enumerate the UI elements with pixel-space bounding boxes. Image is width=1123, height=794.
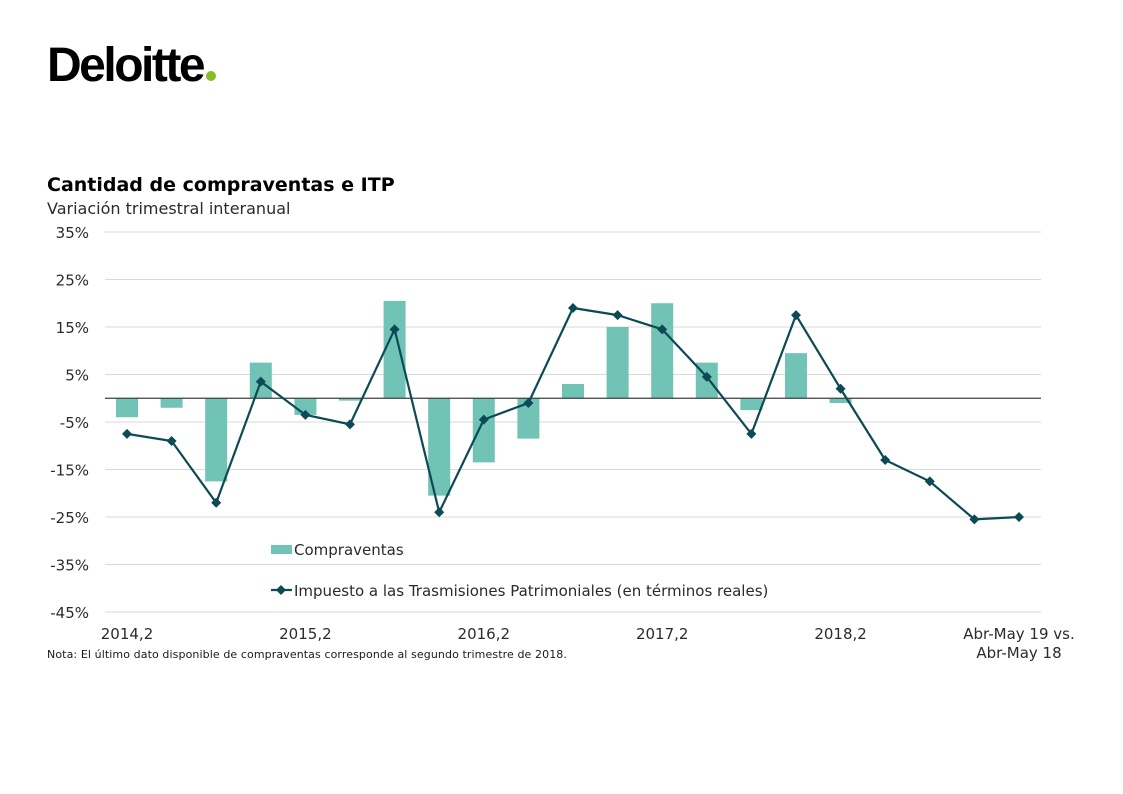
line-marker	[701, 371, 712, 382]
legend-label-compraventas: Compraventas	[294, 541, 404, 559]
line-marker	[300, 409, 311, 420]
bar	[562, 384, 584, 399]
logo-dot	[206, 71, 217, 81]
y-tick-label: 35%	[56, 224, 89, 242]
line-marker	[1014, 512, 1024, 522]
line-marker	[434, 507, 445, 518]
chart-note: Nota: El último dato disponible de compr…	[47, 648, 567, 661]
legend-marker-itp	[276, 585, 286, 595]
bar	[205, 398, 228, 482]
bar	[517, 398, 540, 439]
line-marker	[523, 398, 534, 408]
line-marker	[166, 436, 177, 446]
bar	[740, 398, 763, 411]
bar	[339, 398, 361, 401]
y-tick-label: 5%	[65, 367, 89, 385]
x-tick-label: Abr-May 19 vs.	[963, 625, 1075, 643]
bar	[428, 398, 451, 496]
legend-swatch-compraventas	[271, 545, 292, 554]
line-marker	[791, 310, 801, 321]
line-itp	[126, 306, 1020, 521]
y-tick-label: 25%	[56, 272, 89, 290]
line-marker	[746, 428, 757, 439]
chart-title: Cantidad de compraventas e ITP	[47, 174, 395, 196]
x-tick-label: Abr-May 18	[976, 644, 1061, 662]
x-tick-label: 2016,2	[458, 625, 511, 643]
chart-subtitle: Variación trimestral interanual	[47, 199, 291, 218]
line-marker	[835, 383, 846, 394]
y-axis-tick-labels: 35% 25% 15% 5% -5% -15% -25% -35% -45%	[50, 224, 89, 622]
line-marker	[969, 514, 980, 525]
line-marker	[478, 414, 489, 425]
line-marker	[122, 428, 132, 439]
bar	[160, 398, 183, 408]
line-marker	[568, 303, 578, 313]
line-marker	[880, 455, 891, 465]
legend-label-itp: Impuesto a las Trasmisiones Patrimoniale…	[294, 582, 768, 600]
bar	[116, 398, 138, 418]
bar	[651, 303, 674, 399]
y-tick-label: -25%	[50, 509, 89, 527]
logo-text: Deloitte	[47, 39, 206, 92]
bar	[472, 398, 495, 463]
line-marker	[924, 476, 935, 487]
y-tick-label: -15%	[50, 462, 89, 480]
x-tick-label: 2017,2	[636, 625, 689, 643]
line-marker	[345, 419, 355, 430]
x-axis-tick-labels: 2014,2 2015,2 2016,2 2017,2 2018,2 Abr-May 19…	[101, 625, 1075, 662]
bar	[785, 353, 807, 399]
x-tick-label: 2018,2	[814, 625, 867, 643]
bar	[829, 398, 852, 403]
line-marker	[255, 376, 266, 387]
x-tick-label: 2014,2	[101, 625, 154, 643]
y-tick-label: -45%	[50, 604, 89, 622]
line-marker	[657, 324, 668, 335]
line-marker	[211, 497, 222, 508]
legend: Compraventas Impuesto a las Trasmisiones …	[271, 541, 768, 600]
line-marker	[612, 310, 623, 321]
y-tick-label: 15%	[56, 319, 89, 337]
markers-itp	[122, 303, 1024, 525]
x-tick-label: 2015,2	[279, 625, 332, 643]
line-marker	[389, 324, 400, 335]
y-tick-label: -5%	[60, 414, 89, 432]
bar	[606, 327, 629, 399]
y-tick-label: -35%	[50, 557, 89, 575]
deloitte-logo: Deloitte	[47, 36, 217, 96]
bar	[383, 300, 406, 399]
